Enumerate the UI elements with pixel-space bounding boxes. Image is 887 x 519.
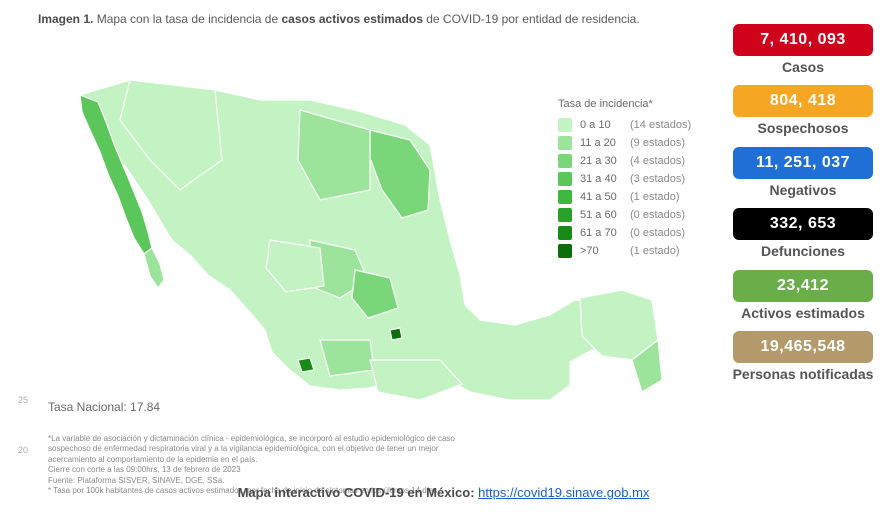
legend-row: 51 a 60(0 estados)	[558, 206, 691, 224]
legend-range: 31 a 40	[580, 173, 630, 185]
map-region-mich	[320, 340, 374, 376]
legend-count: (1 estado)	[630, 191, 680, 203]
interactive-map-link[interactable]: https://covid19.sinave.gob.mx	[478, 485, 649, 500]
legend-title: Tasa de incidencia*	[558, 98, 691, 110]
legend-row: 21 a 30(4 estados)	[558, 152, 691, 170]
stat-pill: 332, 653	[733, 208, 873, 240]
stat-label: Casos	[782, 60, 824, 75]
legend-swatch	[558, 190, 572, 204]
legend-range: 51 a 60	[580, 209, 630, 221]
legend-range: 61 a 70	[580, 227, 630, 239]
legend-row: 31 a 40(3 estados)	[558, 170, 691, 188]
map-region-cdmx	[390, 328, 402, 340]
legend-swatch	[558, 208, 572, 222]
legend-row: 41 a 50(1 estado)	[558, 188, 691, 206]
legend-count: (3 estados)	[630, 173, 685, 185]
footnote-line: Cierre con corte a las 09:00hrs, 13 de f…	[48, 465, 468, 475]
national-rate: Tasa Nacional: 17.84	[48, 400, 160, 414]
legend-count: (0 estados)	[630, 227, 685, 239]
legend-range: >70	[580, 245, 630, 257]
stats-panel: 7, 410, 093 Casos 804, 418 Sospechosos 11, 2…	[729, 24, 877, 392]
legend-row: 11 a 20(9 estados)	[558, 134, 691, 152]
stat-pill: 19,465,548	[733, 331, 873, 363]
footnote-line: *La variable de asociación y dictaminaci…	[48, 434, 468, 465]
legend-swatch	[558, 226, 572, 240]
stat-pill: 7, 410, 093	[733, 24, 873, 56]
stat-pill: 804, 418	[733, 85, 873, 117]
interactive-map-link-line: Mapa interactivo COVID-19 en México: htt…	[0, 485, 887, 500]
legend-swatch	[558, 154, 572, 168]
stat-label: Personas notificadas	[733, 367, 874, 382]
legend-count: (1 estado)	[630, 245, 680, 257]
legend-swatch	[558, 244, 572, 258]
stat-label: Sospechosos	[757, 121, 848, 136]
legend-swatch	[558, 118, 572, 132]
legend-row: >70(1 estado)	[558, 242, 691, 260]
legend-range: 0 a 10	[580, 119, 630, 131]
legend-swatch	[558, 136, 572, 150]
legend-range: 21 a 30	[580, 155, 630, 167]
title-bold: casos activos estimados	[281, 12, 422, 26]
stat-pill: 11, 251, 037	[733, 147, 873, 179]
stat-pill: 23,412	[733, 270, 873, 302]
map-region-bcs	[144, 248, 164, 288]
map-area: Tasa de incidencia* 0 a 10(14 estados)11…	[10, 40, 710, 460]
legend-count: (4 estados)	[630, 155, 685, 167]
title-text-b: de COVID-19 por entidad de residencia.	[423, 12, 640, 26]
legend-count: (0 estados)	[630, 209, 685, 221]
title-prefix: Imagen 1.	[38, 12, 93, 26]
title-text-a: Mapa con la tasa de incidencia de	[93, 12, 281, 26]
bottom-label: Mapa interactivo COVID-19 en México:	[238, 485, 479, 500]
stat-label: Activos estimados	[741, 306, 865, 321]
legend-count: (14 estados)	[630, 119, 691, 131]
legend-row: 61 a 70(0 estados)	[558, 224, 691, 242]
legend-row: 0 a 10(14 estados)	[558, 116, 691, 134]
legend-swatch	[558, 172, 572, 186]
legend-range: 11 a 20	[580, 137, 630, 149]
stat-label: Defunciones	[761, 244, 845, 259]
figure-title: Imagen 1. Mapa con la tasa de incidencia…	[38, 12, 640, 26]
legend-range: 41 a 50	[580, 191, 630, 203]
stat-label: Negativos	[770, 183, 837, 198]
legend-count: (9 estados)	[630, 137, 685, 149]
map-legend: Tasa de incidencia* 0 a 10(14 estados)11…	[558, 98, 691, 260]
